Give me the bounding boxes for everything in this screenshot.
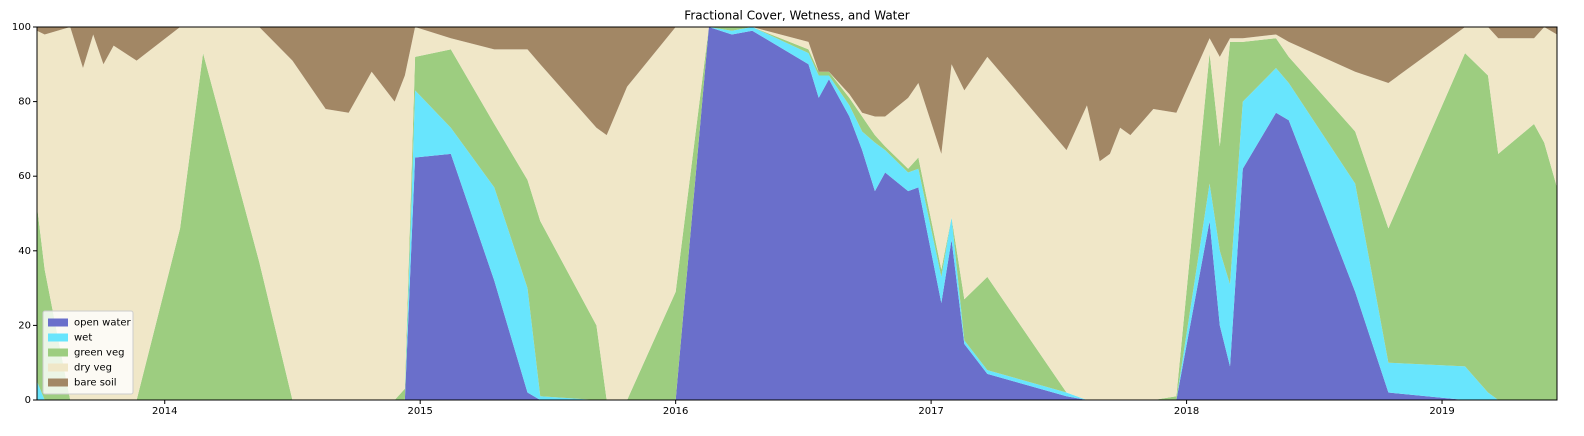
legend-swatch [48,348,68,357]
x-tick-label: 2015 [407,406,432,417]
y-tick-label: 20 [18,320,31,331]
area [37,27,1557,400]
x-tick-label: 2019 [1429,406,1454,417]
x-tick-label: 2018 [1174,406,1199,417]
legend-swatch [48,378,68,387]
x-tick-label: 2017 [918,406,943,417]
legend-box [42,310,134,395]
y-tick-label: 80 [18,97,31,108]
y-tick-label: 0 [25,395,31,406]
legend-swatch [48,318,68,327]
chart-title: Fractional Cover, Wetness, and Water [684,9,909,23]
y-tick-label: 60 [18,171,31,182]
y-tick-label: 40 [18,246,31,257]
legend-label: dry veg [74,363,112,374]
legend-label: green veg [74,348,124,359]
x-tick-label: 2016 [663,406,688,417]
plot-frame [36,26,1558,401]
area [37,27,1557,162]
x-tick-label: 2014 [152,406,177,417]
legend-swatch [48,333,68,342]
y-tick-label: 100 [12,22,31,33]
legend-label: wet [74,333,92,344]
area [37,27,1557,400]
legend-swatch [48,363,68,372]
area [37,27,1557,400]
legend: open water wet green veg dry veg bare soil [42,310,134,395]
area [37,27,1557,400]
legend-label: open water [74,318,132,329]
legend-label: bare soil [74,378,117,389]
